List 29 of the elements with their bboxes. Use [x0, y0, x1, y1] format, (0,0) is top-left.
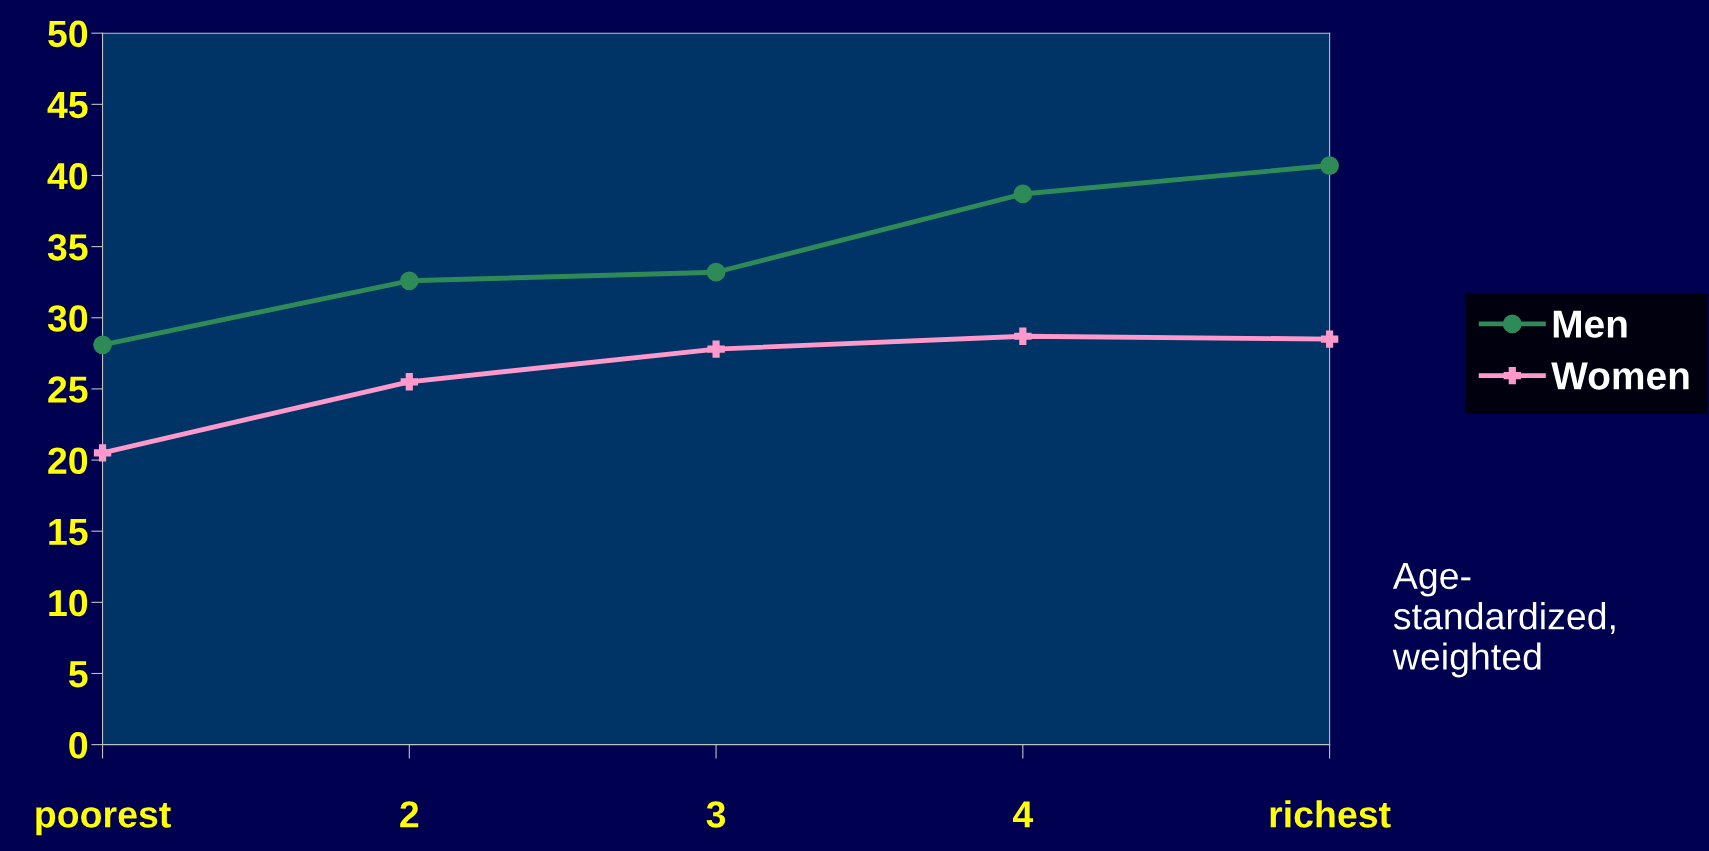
- y-tick-label: 50: [48, 20, 88, 48]
- text: Age- standardized, weighted: [1392, 563, 1615, 678]
- x-tick-label: 3: [706, 801, 726, 828]
- point: [399, 271, 419, 291]
- y-tick-label: 15: [49, 518, 88, 546]
- legend-label: Men: [1553, 310, 1627, 338]
- point: [1013, 184, 1033, 204]
- y-tick-label: 0: [69, 732, 88, 759]
- x-tick-label: richest: [1270, 800, 1391, 828]
- y-tick-label: 10: [49, 589, 88, 617]
- point: [707, 340, 725, 358]
- legend-label: Women: [1551, 362, 1689, 390]
- y-tick-label: 20: [48, 447, 88, 475]
- y-tick-label: 25: [48, 376, 88, 403]
- point: [93, 444, 112, 462]
- y-tick-label: 45: [47, 92, 88, 119]
- point: [93, 335, 112, 355]
- x-tick-label: 2: [400, 801, 419, 828]
- x-tick-label: poorest: [36, 802, 171, 836]
- point: [706, 262, 726, 282]
- y-tick-label: 35: [47, 234, 88, 261]
- point: [1320, 156, 1339, 175]
- point: [1320, 330, 1339, 348]
- y-tick-label: 30: [47, 305, 88, 332]
- point: [1014, 327, 1032, 345]
- point: [400, 373, 418, 391]
- y-tick-label: 5: [68, 661, 88, 688]
- x-tick-label: 4: [1012, 801, 1034, 828]
- y-tick-label: 40: [47, 162, 88, 190]
